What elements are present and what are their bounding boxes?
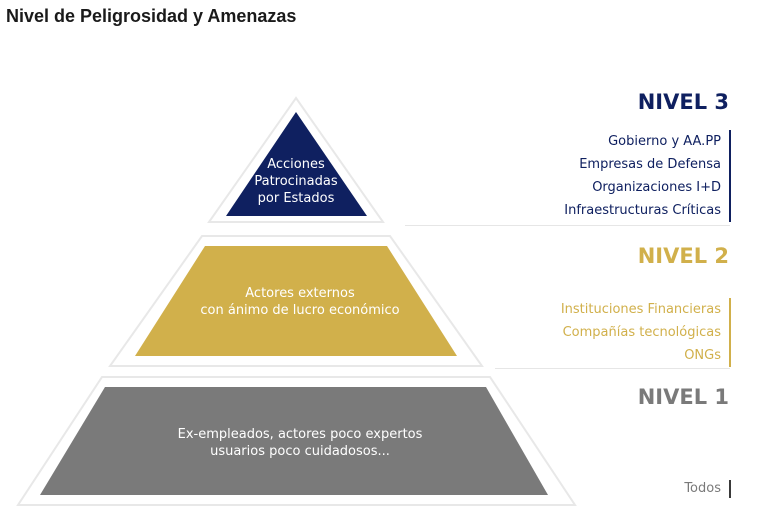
tier-3-line: por Estados [257,191,335,206]
tier-2-label: Actores externos con ánimo de lucro econ… [150,285,450,319]
page-title: Nivel de Peligrosidad y Amenazas [6,6,297,26]
nivel-2-heading: NIVEL 2 [637,244,729,268]
tier-1-shape [40,387,548,495]
tier-3-label: Acciones Patrocinadas por Estados [236,156,356,207]
nivel-3-item: Empresas de Defensa [579,157,721,172]
nivel-3-divider [405,225,730,226]
tier-3-line: Patrocinadas [254,174,338,189]
tier-1-line: usuarios poco cuidadosos... [210,444,390,459]
nivel-2-item: Compañías tecnológicas [562,325,721,340]
nivel-3-item: Organizaciones I+D [592,180,721,195]
nivel-3-list: Gobierno y AA.PP Empresas de Defensa Org… [564,130,731,222]
nivel-1-heading: NIVEL 1 [637,385,729,409]
nivel-3-item: Gobierno y AA.PP [608,134,721,149]
tier-1-line: Ex-empleados, actores poco expertos [177,427,423,442]
tier-2-line: Actores externos [245,286,355,301]
nivel-1-item: Todos [684,481,721,496]
nivel-2-item: Instituciones Financieras [560,302,721,317]
tier-1-label: Ex-empleados, actores poco expertos usua… [145,426,455,460]
nivel-2-list: Instituciones Financieras Compañías tecn… [561,298,731,367]
tier-3-shape [226,112,367,216]
tier-3-line: Acciones [267,157,325,172]
nivel-3-heading: NIVEL 3 [637,90,729,114]
tier-2-shape [135,246,457,356]
nivel-2-item: ONGs [684,348,721,363]
nivel-3-item: Infraestructuras Críticas [564,203,721,218]
nivel-2-divider [495,368,730,369]
nivel-1-list: Todos [684,480,731,498]
tier-2-line: con ánimo de lucro económico [200,303,400,318]
